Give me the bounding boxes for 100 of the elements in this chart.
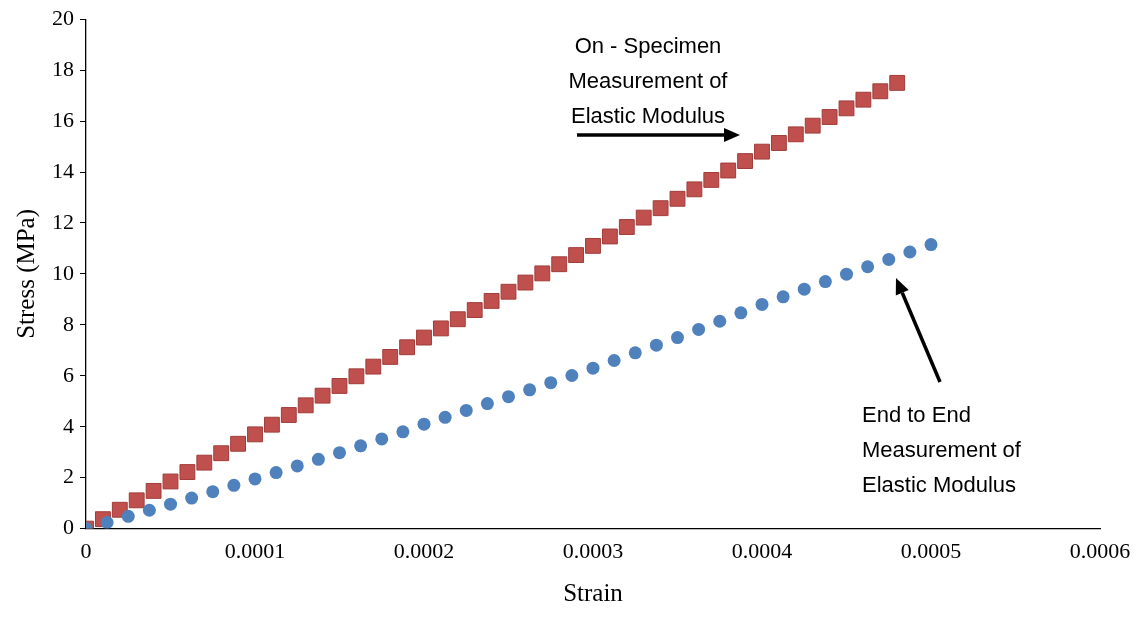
point [872,83,889,100]
point [432,320,449,337]
point [399,339,416,356]
point [290,459,304,473]
y-tick-label: 12 [52,208,74,234]
x-tick-label: 0 [80,537,92,563]
point [164,497,177,511]
point [523,383,537,397]
x-tick-label: 0.0005 [900,537,962,563]
y-tick-label: 16 [52,106,74,132]
point [861,260,875,274]
point [333,446,346,460]
point [703,171,720,188]
point [480,397,494,411]
point [314,387,331,404]
point [855,91,872,108]
point [311,452,325,466]
y-tick-label: 2 [63,463,74,489]
point [713,314,727,328]
point [840,267,853,281]
point [649,338,663,352]
point [818,275,832,289]
point [903,245,917,259]
x-tick-label: 0.0004 [731,537,793,563]
point [185,491,199,505]
point [607,354,621,367]
point [449,311,466,328]
point [206,485,220,499]
point [737,153,754,169]
point [417,417,431,431]
point [375,432,389,446]
point [671,331,684,345]
point [755,297,769,311]
point [797,282,811,296]
point [500,283,517,300]
point [331,378,348,394]
point [466,302,483,318]
point [162,473,179,490]
x-tick-label: 0.0003 [562,537,624,563]
point [720,162,737,179]
point [568,247,585,263]
point [787,126,804,143]
y-tick-label: 18 [52,55,74,81]
point [438,410,452,424]
point [213,445,230,462]
point [551,256,568,273]
point [686,181,703,198]
point [365,358,382,375]
point [628,346,642,360]
point [565,369,579,383]
point [517,274,534,291]
point [247,426,263,443]
point [179,464,196,480]
point [145,482,162,499]
point [585,237,601,254]
point [924,238,938,252]
point [821,109,838,125]
point [618,219,635,235]
point [544,376,558,390]
point [269,466,283,480]
point [601,228,618,245]
y-tick-label: 10 [52,259,74,285]
x-tick-label: 0.0001 [224,537,286,563]
point [416,329,432,346]
point [396,425,410,439]
point [804,117,821,134]
point [196,454,213,471]
y-axis-title: Stress (MPa) [11,208,40,339]
y-tick-label: 0 [63,514,74,540]
point [502,390,515,404]
point [230,435,247,452]
point [248,472,262,486]
point [770,135,787,151]
point [882,252,896,266]
x-tick-label: 0.0002 [393,537,455,563]
point [838,100,855,117]
point [586,361,600,375]
point [280,407,297,423]
y-tick-label: 4 [63,412,74,438]
point [128,492,145,509]
point [734,306,748,320]
y-tick-label: 6 [63,361,74,387]
point [263,416,280,433]
point [348,368,365,385]
point [297,397,314,414]
point [227,478,241,492]
point [776,290,790,304]
point [652,200,669,217]
point [534,265,551,282]
point [483,292,500,309]
point [459,403,473,417]
point [121,509,135,523]
point [382,349,399,365]
y-tick-label: 14 [52,157,74,183]
x-tick-label: 0.0006 [1069,537,1131,563]
y-tick-label: 8 [63,310,74,336]
point [635,209,652,226]
point [692,322,706,336]
annotation: On - Specimen Measurement of Elastic Modulus [567,32,729,130]
annotation: End to End Measurement of Elastic Modulus [862,401,1022,499]
